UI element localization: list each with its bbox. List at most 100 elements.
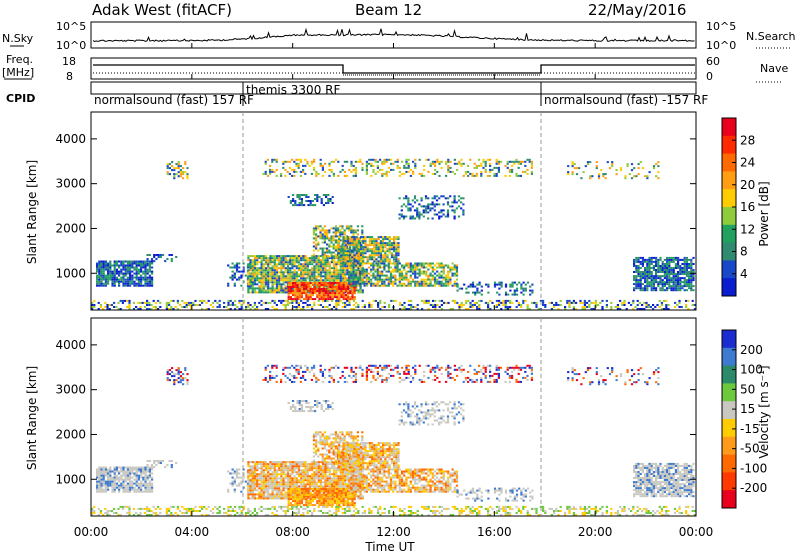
heatmap-cell bbox=[272, 461, 274, 463]
heatmap-cell bbox=[227, 489, 229, 491]
heatmap-cell bbox=[142, 279, 144, 281]
heatmap-cell bbox=[305, 279, 307, 281]
heatmap-cell bbox=[677, 283, 679, 285]
heatmap-cell bbox=[393, 236, 395, 238]
heatmap-cell bbox=[247, 475, 249, 477]
heatmap-cell bbox=[502, 300, 504, 302]
heatmap-cell bbox=[324, 239, 326, 241]
heatmap-cell bbox=[416, 273, 418, 275]
heatmap-cell bbox=[507, 163, 509, 165]
heatmap-cell bbox=[287, 161, 289, 163]
heatmap-cell bbox=[509, 300, 511, 302]
heatmap-cell bbox=[655, 277, 657, 279]
heatmap-cell bbox=[403, 173, 405, 175]
heatmap-cell bbox=[303, 204, 305, 206]
heatmap-cell bbox=[648, 261, 650, 263]
heatmap-cell bbox=[267, 485, 269, 487]
heatmap-cell bbox=[274, 289, 276, 291]
heatmap-cell bbox=[151, 464, 153, 466]
heatmap-cell bbox=[681, 263, 683, 265]
heatmap-cell bbox=[317, 173, 319, 175]
heatmap-cell bbox=[147, 489, 149, 491]
heatmap-cell bbox=[357, 273, 359, 275]
heatmap-cell bbox=[100, 467, 102, 469]
heatmap-cell bbox=[284, 169, 286, 171]
heatmap-cell bbox=[125, 275, 127, 277]
heatmap-cell bbox=[151, 283, 153, 285]
heatmap-cell bbox=[151, 281, 153, 283]
heatmap-cell bbox=[247, 271, 249, 273]
heatmap-cell bbox=[335, 277, 337, 279]
heatmap-cell bbox=[272, 475, 274, 477]
heatmap-cell bbox=[343, 298, 345, 300]
heatmap-cell bbox=[261, 497, 263, 499]
heatmap-cell bbox=[227, 304, 229, 306]
heatmap-cell bbox=[657, 285, 659, 287]
heatmap-cell bbox=[276, 463, 278, 465]
heatmap-cell bbox=[311, 163, 313, 165]
heatmap-cell bbox=[394, 283, 396, 285]
heatmap-cell bbox=[454, 211, 456, 213]
heatmap-cell bbox=[470, 284, 472, 286]
heatmap-cell bbox=[267, 463, 269, 465]
heatmap-cell bbox=[252, 271, 254, 273]
heatmap-cell bbox=[142, 263, 144, 265]
heatmap-cell bbox=[287, 461, 289, 463]
heatmap-cell bbox=[666, 269, 668, 271]
heatmap-cell bbox=[342, 279, 344, 281]
heatmap-cell bbox=[529, 294, 531, 296]
heatmap-cell bbox=[357, 225, 359, 227]
heatmap-cell bbox=[637, 269, 639, 271]
heatmap-cell bbox=[358, 246, 360, 248]
heatmap-cell bbox=[438, 163, 440, 165]
heatmap-cell bbox=[447, 203, 449, 205]
heatmap-cell bbox=[325, 196, 327, 198]
freq-trace bbox=[93, 65, 695, 73]
heatmap-cell bbox=[103, 271, 105, 273]
heatmap-cell bbox=[138, 477, 140, 479]
heatmap-cell bbox=[278, 487, 280, 489]
heatmap-cell bbox=[342, 236, 344, 238]
heatmap-cell bbox=[338, 244, 340, 246]
heatmap-cell bbox=[258, 467, 260, 469]
heatmap-cell bbox=[294, 467, 296, 469]
heatmap-cell bbox=[310, 286, 312, 288]
heatmap-cell bbox=[272, 289, 274, 291]
heatmap-cell bbox=[419, 283, 421, 285]
heatmap-cell bbox=[269, 273, 271, 275]
heatmap-cell bbox=[298, 163, 300, 165]
heatmap-cell bbox=[328, 246, 330, 248]
heatmap-cell bbox=[640, 261, 642, 263]
heatmap-cell bbox=[340, 292, 342, 294]
heatmap-cell bbox=[485, 169, 487, 171]
heatmap-cell bbox=[386, 254, 388, 256]
heatmap-cell bbox=[637, 259, 639, 261]
heatmap-cell bbox=[186, 173, 188, 175]
heatmap-cell bbox=[118, 477, 120, 479]
heatmap-cell bbox=[637, 287, 639, 289]
heatmap-cell bbox=[96, 267, 98, 269]
heatmap-cell bbox=[280, 471, 282, 473]
heatmap-cell bbox=[309, 271, 311, 273]
heatmap-cell bbox=[458, 216, 460, 218]
heatmap-cell bbox=[568, 306, 570, 308]
heatmap-cell bbox=[430, 265, 432, 267]
heatmap-cell bbox=[326, 244, 328, 246]
heatmap-cell bbox=[302, 165, 304, 167]
heatmap-cell bbox=[653, 279, 655, 281]
heatmap-cell bbox=[659, 275, 661, 277]
heatmap-cell bbox=[383, 265, 385, 267]
heatmap-cell bbox=[518, 167, 520, 169]
heatmap-cell bbox=[423, 211, 425, 213]
heatmap-cell bbox=[454, 269, 456, 271]
heatmap-cell bbox=[254, 271, 256, 273]
heatmap-cell bbox=[236, 269, 238, 271]
heatmap-cell bbox=[142, 469, 144, 471]
heatmap-cell bbox=[688, 279, 690, 281]
heatmap-cell bbox=[377, 285, 379, 287]
heatmap-cell bbox=[151, 485, 153, 487]
heatmap-cell bbox=[303, 194, 305, 196]
heatmap-cell bbox=[100, 483, 102, 485]
heatmap-cell bbox=[405, 197, 407, 199]
heatmap-cell bbox=[269, 481, 271, 483]
